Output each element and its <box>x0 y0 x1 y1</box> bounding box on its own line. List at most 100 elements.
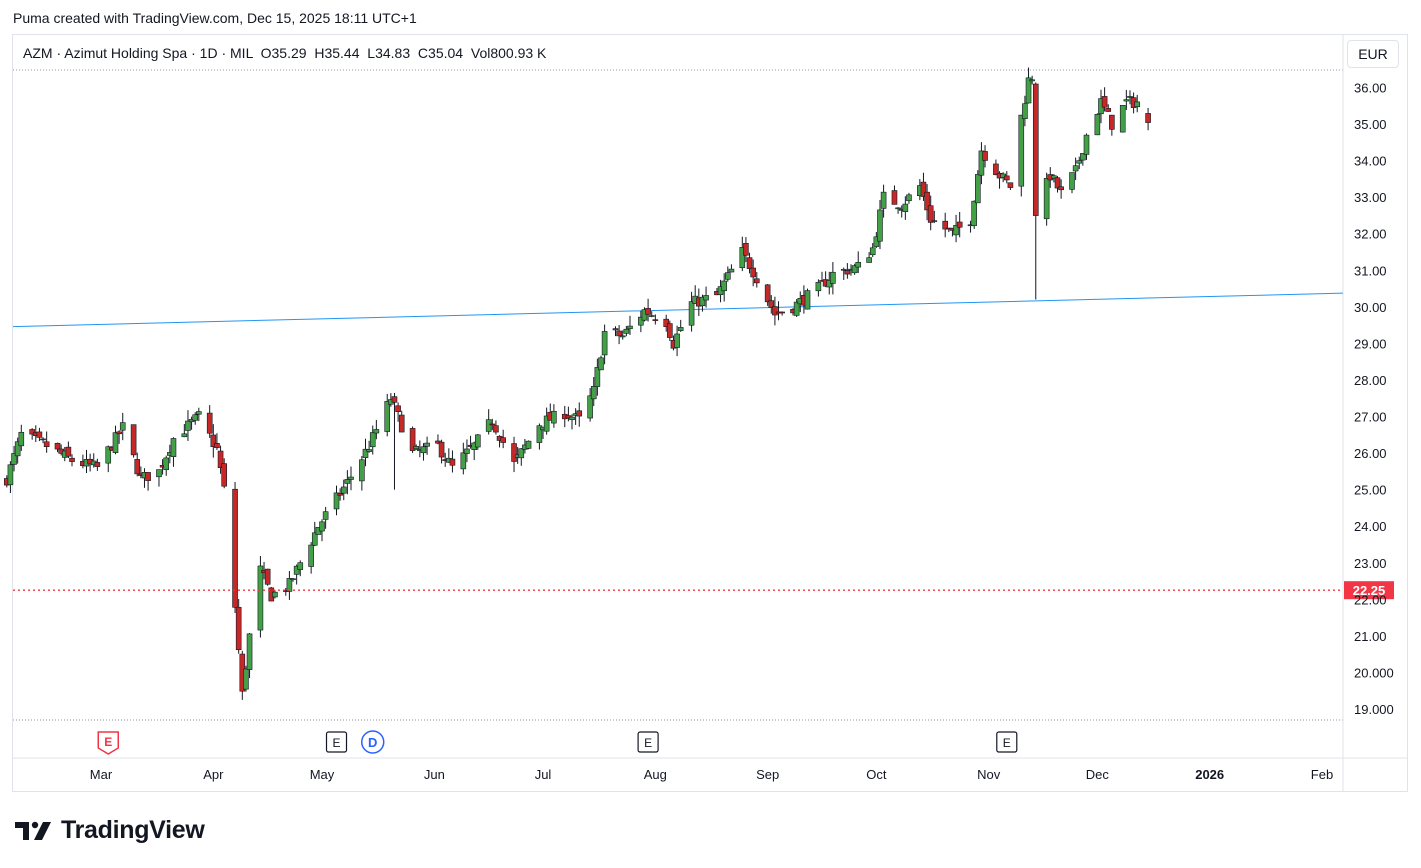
candle-up <box>170 438 177 457</box>
candle-down <box>779 311 785 314</box>
candle-up <box>420 446 427 454</box>
candle-up <box>424 442 430 447</box>
candle-down <box>663 318 670 327</box>
candle-up <box>623 328 630 334</box>
candle-up <box>1029 79 1035 82</box>
candle-down <box>264 568 271 585</box>
candle-up <box>163 457 170 470</box>
candle-up <box>978 150 985 176</box>
interval-label[interactable]: 1D <box>199 45 218 61</box>
candle-down <box>235 606 242 651</box>
y-axis: 36.00 35.00 34.00 33.00 32.00 31.00 30.00 29.00… <box>1354 80 1394 717</box>
earnings-marker[interactable]: E <box>97 731 119 755</box>
close-label: C <box>417 45 429 61</box>
candle-down <box>927 205 934 223</box>
y-tick-label: 32.00 <box>1354 227 1387 242</box>
candle-down <box>94 462 101 467</box>
candle-up <box>598 357 604 371</box>
candle-up <box>648 315 655 317</box>
candle-up <box>703 295 709 301</box>
candle-up <box>322 511 329 520</box>
candle-up <box>971 200 977 226</box>
candle-down <box>652 319 659 321</box>
tradingview-logo[interactable]: TradingView <box>15 816 205 845</box>
candle-up <box>953 225 959 236</box>
candle-down <box>1101 96 1108 108</box>
candle-down <box>924 191 930 211</box>
volume-value: 800.93 K <box>490 45 547 61</box>
candle-up <box>1134 101 1141 108</box>
candle-down <box>768 300 775 309</box>
candle-up <box>699 296 706 307</box>
candle-up <box>931 220 938 222</box>
trendline <box>12 292 1344 328</box>
high-value: 35.44 <box>324 45 360 61</box>
x-tick-label: Jul <box>535 767 552 782</box>
candle-up <box>688 301 695 326</box>
candle-up <box>601 331 608 356</box>
candle-up <box>830 271 836 284</box>
candle-up <box>366 449 372 452</box>
y-tick-label: 23.00 <box>1354 556 1387 571</box>
candle-up <box>18 431 25 447</box>
candle-down <box>214 443 220 449</box>
candle-down <box>956 221 963 228</box>
candle-down <box>232 488 238 608</box>
y-tick-label: 24.00 <box>1354 519 1387 534</box>
candle-up <box>1119 105 1126 133</box>
candle-down <box>1007 182 1014 188</box>
candle-down <box>210 434 217 448</box>
candle-down <box>217 450 224 468</box>
candle-up <box>815 282 822 292</box>
dividend-marker-circle <box>360 730 385 754</box>
earnings-marker[interactable]: E <box>325 731 348 753</box>
candle-down <box>130 424 137 456</box>
candle-up <box>475 434 481 448</box>
symbol-legend: AZM · Azimut Holding Spa · 1D · MIL O35.… <box>23 45 546 61</box>
candle-up <box>243 668 249 690</box>
trendline-layer <box>12 292 1344 328</box>
candle-up <box>185 420 191 431</box>
x-tick-label: Aug <box>644 767 667 782</box>
earnings-marker-shape <box>325 731 348 753</box>
candle-up <box>1069 172 1075 190</box>
candle-up <box>384 401 391 432</box>
currency-button[interactable]: EUR <box>1347 40 1399 68</box>
x-tick-label: Jun <box>424 767 445 782</box>
candle-down <box>221 463 227 487</box>
candle-down <box>1145 113 1151 123</box>
candle-up <box>638 316 644 326</box>
candle-up <box>1022 103 1028 120</box>
candle-down <box>667 323 673 338</box>
candle-down <box>920 181 927 197</box>
y-tick-label: 26.00 <box>1354 446 1387 461</box>
candle-up <box>674 333 680 348</box>
y-tick-label: 28.00 <box>1354 373 1387 388</box>
symbol-name[interactable]: Azimut Holding Spa <box>64 45 188 61</box>
chart-caption: Puma created with TradingView.com, Dec 1… <box>13 10 417 26</box>
x-tick-label: Dec <box>1086 767 1110 782</box>
dividend-marker[interactable]: D <box>360 730 385 754</box>
earnings-marker[interactable]: E <box>996 731 1018 753</box>
earnings-marker-label: E <box>104 735 112 749</box>
candle-up <box>1094 114 1101 136</box>
candle-down <box>43 441 50 447</box>
candle-down <box>844 270 851 275</box>
candle-up <box>311 532 318 546</box>
dividend-marker-label: D <box>368 735 377 750</box>
earnings-marker[interactable]: E <box>637 731 659 753</box>
candle-down <box>391 396 398 403</box>
legend-separator: · <box>56 45 62 61</box>
candle-up <box>156 469 162 478</box>
candle-down <box>576 410 583 417</box>
candle-down <box>1109 114 1115 130</box>
candle-up <box>902 203 909 212</box>
candle-up <box>297 562 304 570</box>
candle-up <box>11 453 17 465</box>
candle-up <box>525 440 532 449</box>
candle-up <box>1076 160 1083 164</box>
x-tick-label: Mar <box>90 767 113 782</box>
symbol-ticker[interactable]: AZM <box>23 45 53 61</box>
candle-up <box>804 290 811 310</box>
